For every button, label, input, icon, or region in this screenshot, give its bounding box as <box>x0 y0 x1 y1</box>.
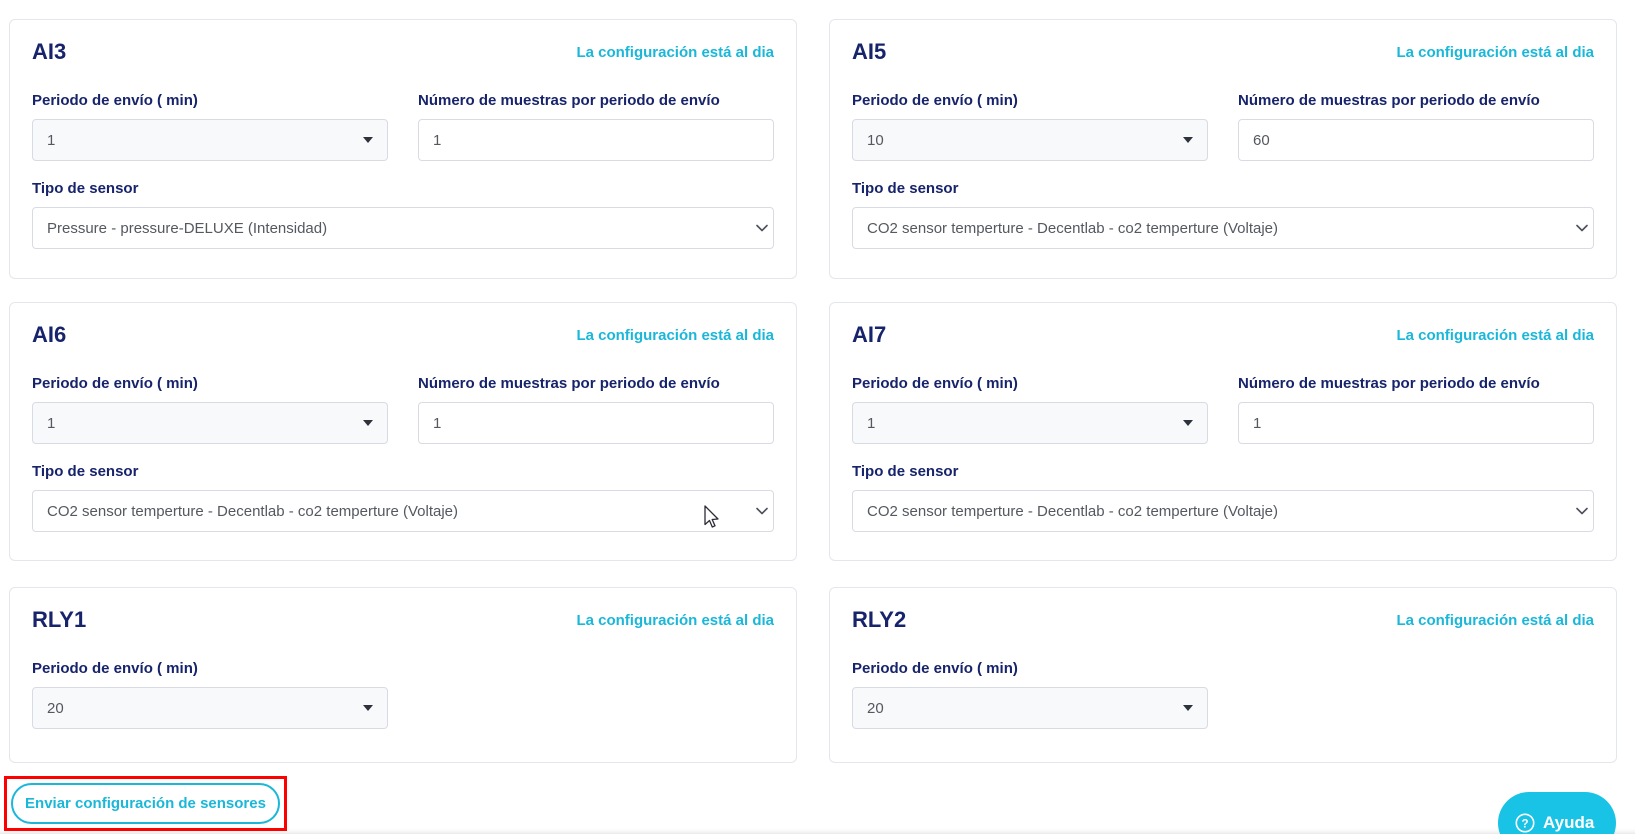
svg-text:?: ? <box>1521 819 1528 831</box>
